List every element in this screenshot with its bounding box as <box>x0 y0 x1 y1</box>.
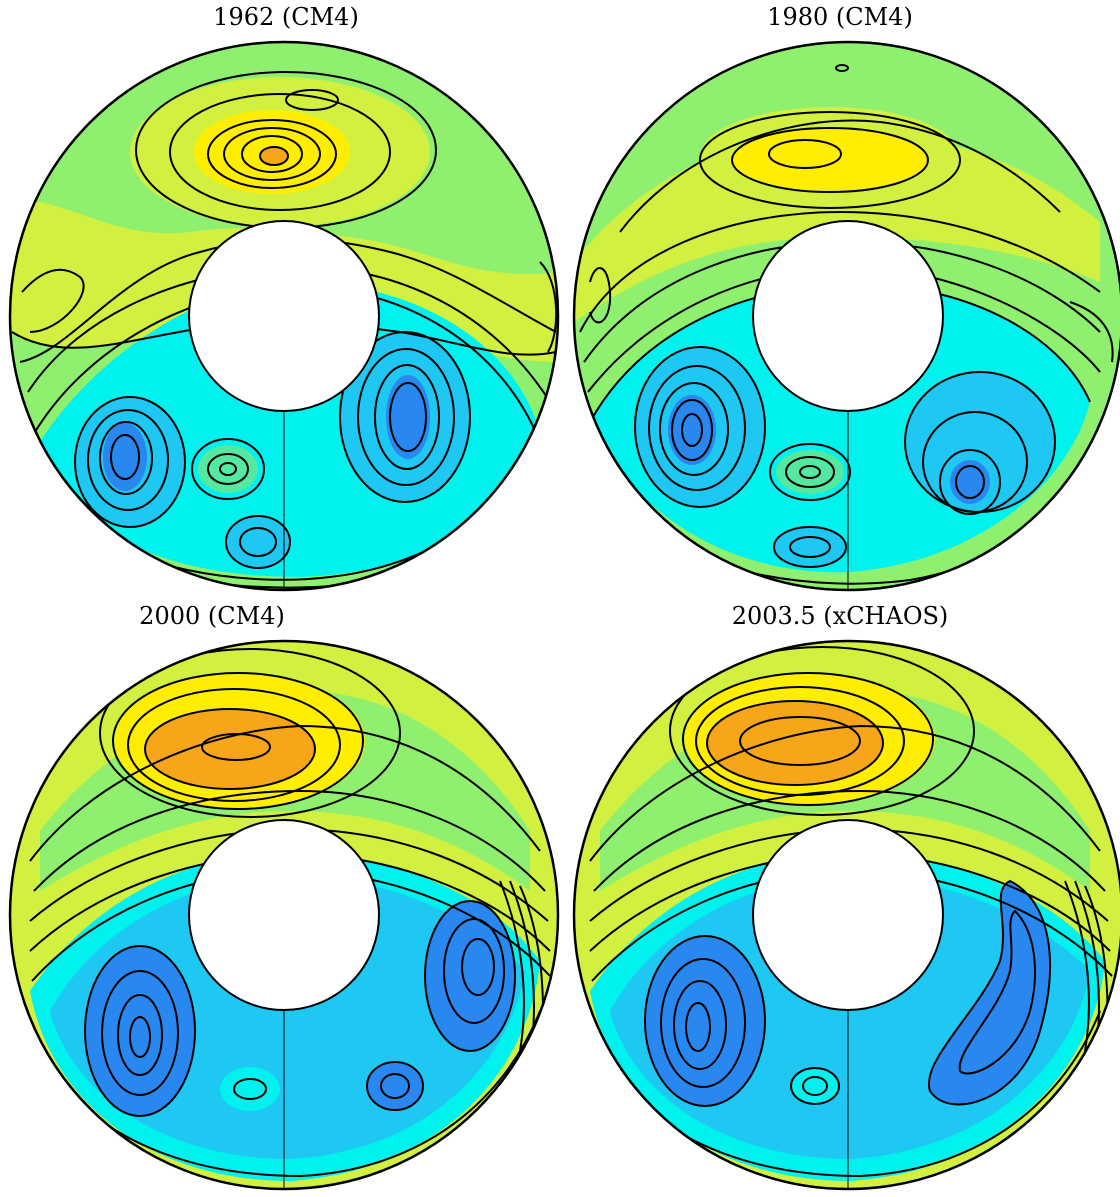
panel-title: 2000 (CM4) <box>139 602 285 630</box>
panel-title: 2003.5 (xCHAOS) <box>731 602 949 630</box>
panel-1962-cm4: 1962 (CM4) <box>0 0 560 598</box>
inner-core <box>188 220 380 412</box>
flow-map-2003-5 <box>572 639 1120 1191</box>
flow-map-1962 <box>8 40 560 592</box>
panel-2000-cm4: 2000 (CM4) <box>0 599 560 1197</box>
inner-core <box>752 819 944 1011</box>
inner-core <box>188 819 380 1011</box>
flow-map-2000 <box>8 639 560 1191</box>
flow-map-1980 <box>572 40 1120 592</box>
panel-2003-5-xchaos: 2003.5 (xCHAOS) <box>560 599 1120 1197</box>
panel-1980-cm4: 1980 (CM4) <box>560 0 1120 598</box>
panel-title: 1962 (CM4) <box>213 3 359 31</box>
inner-core <box>752 220 944 412</box>
panel-title: 1980 (CM4) <box>767 3 913 31</box>
